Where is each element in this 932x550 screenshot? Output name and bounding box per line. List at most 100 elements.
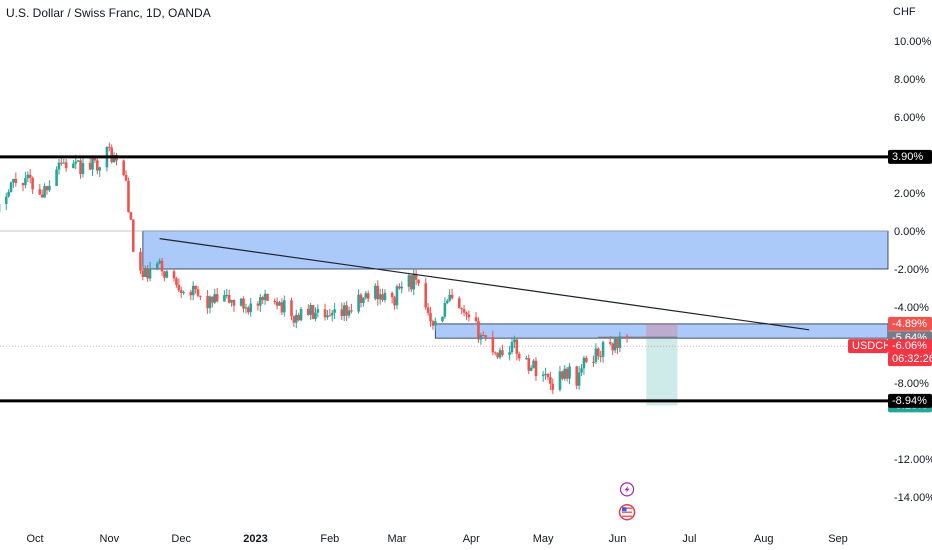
target-zone[interactable] <box>646 337 678 406</box>
trendline[interactable] <box>159 238 810 331</box>
candle[interactable] <box>510 338 514 355</box>
candle[interactable] <box>182 290 185 295</box>
candle[interactable] <box>249 298 253 317</box>
candle[interactable] <box>127 177 130 213</box>
candle[interactable] <box>376 280 380 306</box>
stop-zone[interactable] <box>646 323 678 338</box>
lower-zone[interactable] <box>434 323 889 339</box>
candle[interactable] <box>194 285 197 294</box>
candle[interactable] <box>616 337 619 355</box>
candle[interactable] <box>565 366 569 382</box>
candle[interactable] <box>139 247 142 275</box>
candle[interactable] <box>266 293 269 301</box>
candle[interactable] <box>613 337 617 354</box>
candle[interactable] <box>96 158 99 175</box>
candle[interactable] <box>76 159 80 163</box>
candle[interactable] <box>309 302 312 320</box>
candle[interactable] <box>481 331 485 337</box>
candle[interactable] <box>110 144 114 164</box>
candle[interactable] <box>62 158 66 164</box>
candle[interactable] <box>395 284 399 310</box>
candle[interactable] <box>227 289 231 304</box>
stop-label[interactable]: -4.89% <box>888 316 932 331</box>
candle[interactable] <box>230 299 233 307</box>
candle[interactable] <box>273 298 277 305</box>
candle[interactable] <box>541 370 545 382</box>
candle[interactable] <box>467 310 471 322</box>
candle[interactable] <box>493 351 497 356</box>
candle[interactable] <box>429 306 432 327</box>
candle[interactable] <box>618 331 622 353</box>
candle[interactable] <box>441 316 444 323</box>
level-label-resistance[interactable]: 3.90% <box>888 149 932 164</box>
candle[interactable] <box>215 287 219 303</box>
candle[interactable] <box>383 289 387 303</box>
candle[interactable] <box>496 352 499 360</box>
candle[interactable] <box>381 288 384 302</box>
candle[interactable] <box>460 307 463 315</box>
candle[interactable] <box>14 172 18 187</box>
candle[interactable] <box>513 335 516 349</box>
candle[interactable] <box>568 363 571 385</box>
candle[interactable] <box>362 297 365 307</box>
candle[interactable] <box>93 158 97 163</box>
candle[interactable] <box>122 159 125 177</box>
candle[interactable] <box>21 182 25 192</box>
candle[interactable] <box>275 297 279 310</box>
candle[interactable] <box>141 267 145 281</box>
candle[interactable] <box>55 166 58 187</box>
candle[interactable] <box>611 342 614 356</box>
current-price-label[interactable]: -6.06% <box>888 339 932 354</box>
candle[interactable] <box>26 171 30 183</box>
candle[interactable] <box>177 278 181 292</box>
candle[interactable] <box>72 160 75 169</box>
candle[interactable] <box>278 300 281 307</box>
candle[interactable] <box>445 298 449 305</box>
candle[interactable] <box>326 310 329 320</box>
candle[interactable] <box>299 307 303 322</box>
candle[interactable] <box>350 303 353 314</box>
candle[interactable] <box>179 286 183 298</box>
candle[interactable] <box>314 307 317 322</box>
candle[interactable] <box>79 158 82 179</box>
candle[interactable] <box>158 258 161 265</box>
candle[interactable] <box>563 365 567 381</box>
candle[interactable] <box>498 347 502 360</box>
candle[interactable] <box>364 291 368 300</box>
candle[interactable] <box>28 169 32 184</box>
candle[interactable] <box>9 181 13 193</box>
candle[interactable] <box>529 365 533 372</box>
candle[interactable] <box>400 281 404 294</box>
candle[interactable] <box>357 289 360 314</box>
candle[interactable] <box>462 305 466 317</box>
candle[interactable] <box>534 357 538 381</box>
candle[interactable] <box>585 355 588 364</box>
candle[interactable] <box>232 299 236 312</box>
candle[interactable] <box>407 272 411 292</box>
candle[interactable] <box>148 261 152 282</box>
candle[interactable] <box>491 330 495 356</box>
candle[interactable] <box>160 257 164 276</box>
candle[interactable] <box>213 288 217 305</box>
candle[interactable] <box>12 178 15 188</box>
countdown-label[interactable]: 06:32:26 <box>888 352 932 367</box>
candle[interactable] <box>582 355 586 375</box>
candle[interactable] <box>450 288 454 300</box>
candle[interactable] <box>172 268 176 282</box>
candle[interactable] <box>457 296 461 309</box>
candle[interactable] <box>143 265 147 278</box>
candle[interactable] <box>191 281 195 301</box>
candle[interactable] <box>98 166 102 177</box>
candle[interactable] <box>599 350 602 363</box>
candle[interactable] <box>239 297 243 307</box>
candle[interactable] <box>131 219 135 253</box>
candle[interactable] <box>434 317 437 330</box>
upper-zone[interactable] <box>142 230 889 270</box>
candle[interactable] <box>280 298 284 316</box>
candle[interactable] <box>323 303 327 321</box>
candle[interactable] <box>532 359 535 369</box>
candle[interactable] <box>124 170 128 182</box>
candle[interactable] <box>292 315 296 327</box>
candle[interactable] <box>345 301 348 322</box>
candle[interactable] <box>64 159 68 172</box>
